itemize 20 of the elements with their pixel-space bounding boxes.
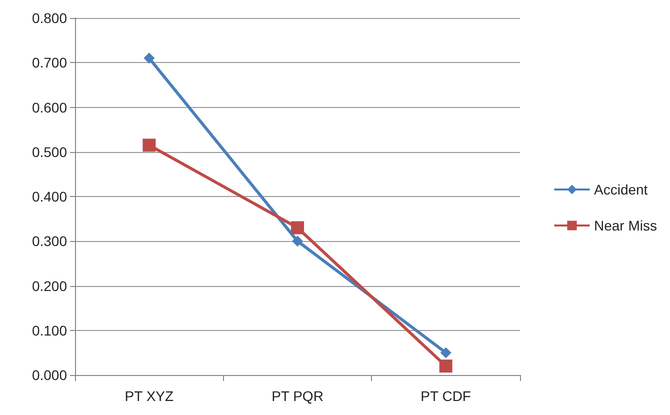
point	[440, 347, 452, 358]
y-tick-label: 0.200	[32, 278, 68, 294]
y-tick-label: 0.600	[32, 99, 68, 116]
y-tick-label: 0.100	[32, 322, 68, 338]
point	[142, 138, 156, 152]
y-tick-label: 0.700	[32, 54, 68, 71]
y-tick-label: 0.300	[32, 233, 68, 250]
point	[144, 52, 155, 64]
x-tick-label: PT CDF	[420, 388, 471, 404]
y-tick-label: 0.000	[32, 367, 68, 383]
y-tick-label: 0.400	[32, 188, 68, 204]
x-tick-label: PT XYZ	[124, 388, 174, 404]
point	[439, 360, 452, 373]
x-tick-label: PT PQR	[272, 388, 324, 404]
y-tick-label: 0.800	[32, 10, 68, 26]
y-tick-label: 0.500	[32, 144, 68, 160]
legend-label: Accident	[594, 182, 648, 198]
legend-label: Near Miss	[594, 218, 658, 234]
point	[291, 221, 304, 234]
point	[292, 236, 303, 247]
